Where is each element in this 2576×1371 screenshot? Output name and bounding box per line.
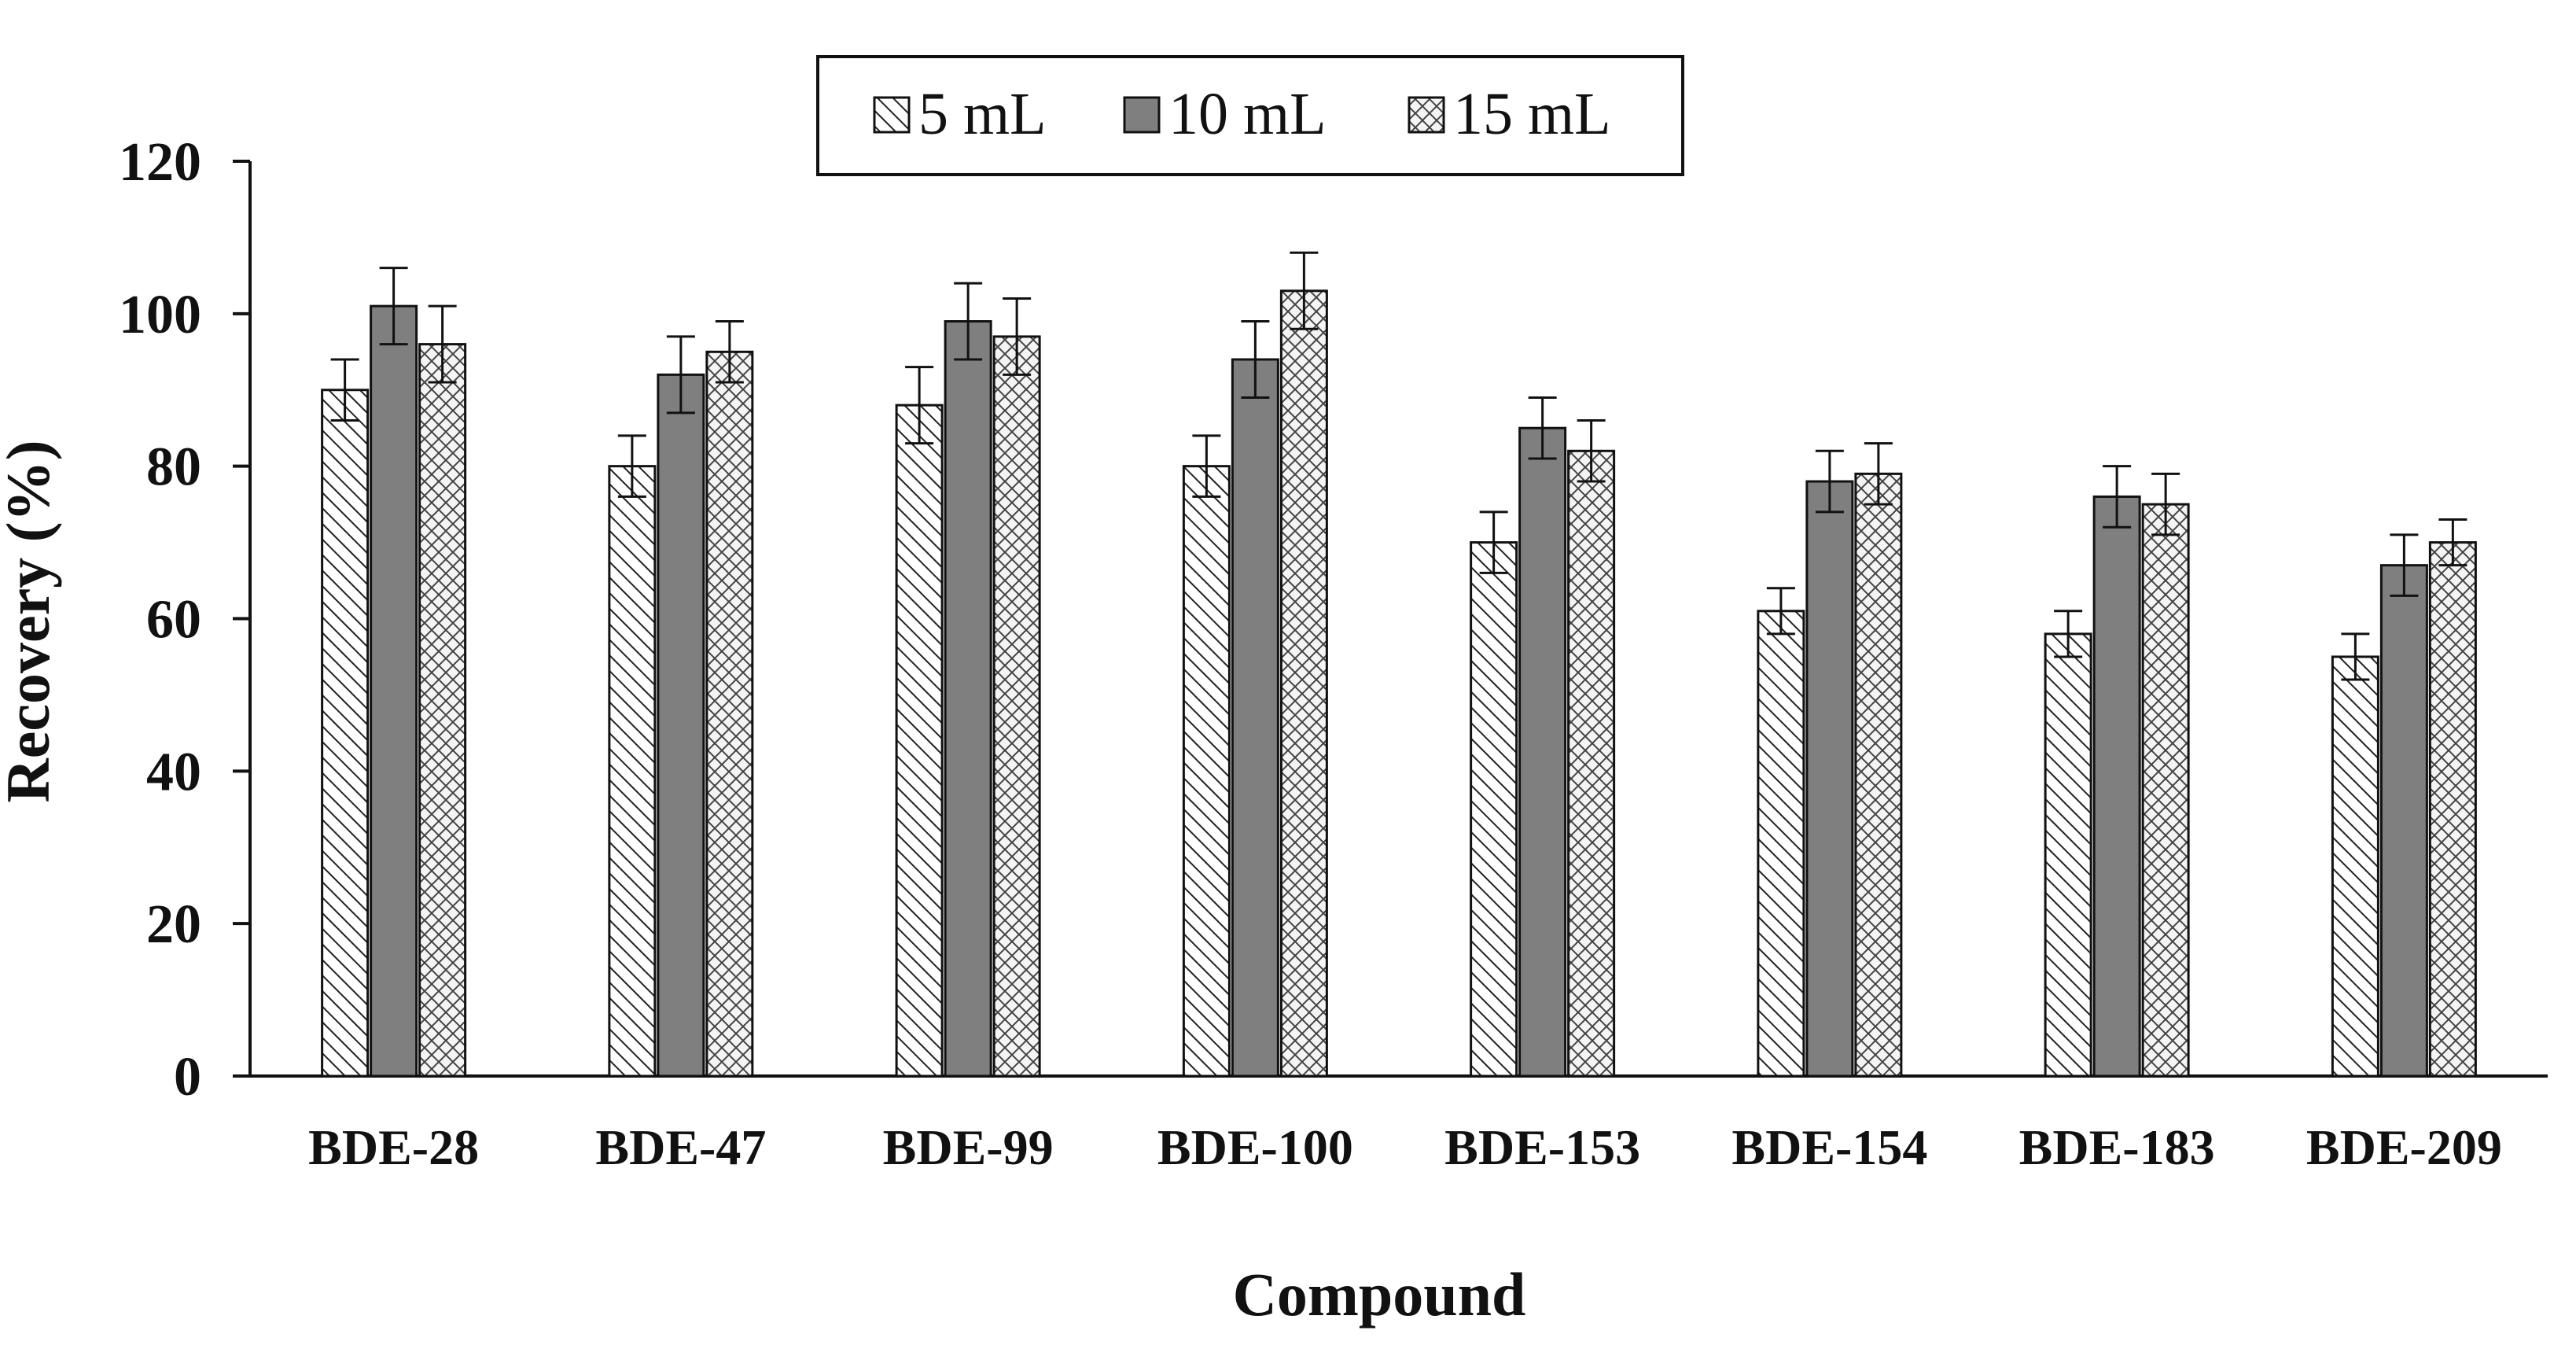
error-bar	[1192, 434, 1221, 498]
legend-item-5ml: 5 mL	[873, 81, 1047, 147]
error-bar	[1766, 587, 1795, 636]
bar-bde-154-5ml	[1757, 610, 1805, 1078]
bar-bde-183-15ml	[2141, 503, 2190, 1078]
y-tick-label: 60	[146, 590, 201, 650]
bar-bde-47-15ml	[705, 350, 754, 1078]
bar-bde-153-10ml	[1518, 426, 1567, 1078]
bar-bde-209-5ml	[2331, 655, 2379, 1078]
bar-bde-183-10ml	[2092, 495, 2141, 1078]
x-axis-title: Compound	[1233, 1260, 1526, 1329]
error-bar	[2054, 610, 2083, 658]
bar-bde-99-5ml	[895, 404, 944, 1078]
bar-bde-28-10ml	[370, 304, 418, 1078]
x-tick-label: BDE-100	[1157, 1119, 1353, 1175]
error-bar	[1864, 442, 1893, 506]
x-tick-label: BDE-28	[308, 1119, 479, 1175]
legend-item-10ml: 10 mL	[1123, 81, 1327, 147]
axes	[248, 161, 2548, 1078]
x-tick-label: BDE-183	[2019, 1119, 2215, 1175]
bar-bde-153-15ml	[1567, 449, 1616, 1078]
error-bar	[428, 304, 457, 384]
x-tick-label: BDE-99	[883, 1119, 1054, 1175]
bar-bde-154-15ml	[1854, 472, 1903, 1078]
error-bar	[905, 366, 934, 445]
bar-bde-183-5ml	[2044, 632, 2092, 1078]
legend-label: 10 mL	[1168, 81, 1327, 147]
legend-swatch	[873, 96, 911, 134]
legend-swatch	[1408, 96, 1445, 134]
y-tick-label: 120	[119, 132, 201, 193]
bar-bde-100-5ml	[1182, 465, 1231, 1078]
y-axis-ticks: 0 20 40 60 80 100 120	[119, 132, 250, 1107]
bar-bde-154-10ml	[1805, 480, 1854, 1078]
legend: 5 mL 10 mL 15 mL	[816, 55, 1684, 176]
bar-bde-209-10ml	[2379, 564, 2428, 1078]
error-bar	[330, 358, 359, 422]
error-bar	[666, 335, 695, 415]
legend-label: 15 mL	[1453, 81, 1611, 147]
y-axis-title: Recovery (%)	[0, 440, 62, 802]
bar-bde-153-5ml	[1470, 541, 1518, 1078]
y-tick-label: 40	[146, 742, 201, 802]
x-axis-labels: BDE-28 BDE-47 BDE-99 BDE-100 BDE-153 BDE-154 B…	[308, 1119, 2502, 1175]
error-bar	[954, 282, 983, 361]
error-bar	[1479, 510, 1508, 574]
bar-bde-47-10ml	[657, 373, 705, 1078]
error-bar	[2390, 533, 2419, 597]
bar-bde-99-10ml	[944, 320, 992, 1078]
error-bar	[2438, 518, 2467, 567]
error-bar	[2341, 632, 2370, 681]
error-bar	[2103, 465, 2132, 529]
x-tick-label: BDE-154	[1731, 1119, 1927, 1175]
error-bar	[715, 320, 744, 384]
error-bar	[617, 434, 646, 498]
bar-bde-100-10ml	[1231, 358, 1279, 1078]
bar-bde-28-15ml	[418, 343, 467, 1078]
legend-item-15ml: 15 mL	[1408, 81, 1611, 147]
y-tick-label: 0	[174, 1047, 201, 1107]
error-bar	[1241, 320, 1270, 399]
bar-bde-209-15ml	[2428, 541, 2477, 1078]
bar-bde-99-15ml	[992, 335, 1041, 1078]
x-tick-label: BDE-153	[1444, 1119, 1640, 1175]
y-tick-label: 80	[146, 437, 201, 498]
legend-swatch	[1123, 96, 1161, 134]
error-bar	[1528, 396, 1557, 460]
error-bar	[1815, 449, 1844, 514]
bar-bde-28-5ml	[321, 389, 370, 1078]
error-bar	[1290, 251, 1319, 330]
error-bar	[2151, 472, 2180, 536]
error-bar	[1003, 297, 1032, 376]
error-bar	[1577, 419, 1606, 483]
legend-label: 5 mL	[918, 81, 1047, 147]
x-tick-label: BDE-209	[2306, 1119, 2502, 1175]
bar-bde-100-15ml	[1279, 289, 1328, 1078]
y-tick-label: 20	[146, 894, 201, 955]
y-tick-label: 100	[119, 285, 201, 345]
x-tick-label: BDE-47	[595, 1119, 766, 1175]
bars	[321, 289, 2477, 1078]
legend-box	[816, 55, 1684, 176]
error-bar	[379, 267, 408, 346]
bar-bde-47-5ml	[608, 465, 657, 1078]
error-bars	[330, 251, 2467, 681]
